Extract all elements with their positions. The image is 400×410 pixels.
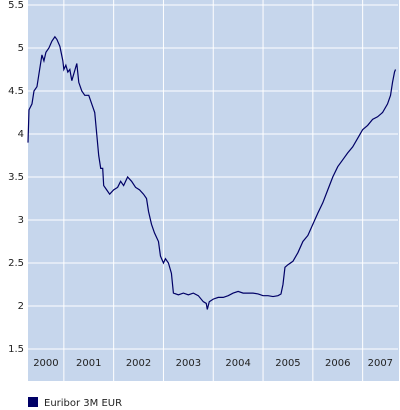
x-tick-label: 2003: [176, 358, 201, 369]
y-tick-label: 1.5: [8, 344, 24, 355]
y-tick-label: 2.5: [8, 258, 24, 269]
y-tick-label: 5.5: [8, 0, 24, 11]
y-tick-label: 2: [18, 301, 24, 312]
y-tick-label: 4.5: [8, 86, 24, 97]
y-tick-label: 3.5: [8, 172, 24, 183]
y-tick-label: 5: [18, 43, 24, 54]
x-tick-label: 2005: [275, 358, 300, 369]
x-tick-label: 2001: [76, 358, 101, 369]
y-tick-label: 4: [18, 129, 24, 140]
x-tick-label: 2007: [368, 358, 393, 369]
legend-swatch: [28, 397, 38, 407]
line-series: [27, 35, 397, 310]
x-tick-label: 2004: [225, 358, 250, 369]
legend-label: Euribor 3M EUR: [44, 398, 122, 409]
x-tick-label: 2006: [325, 358, 350, 369]
x-tick-label: 2002: [126, 358, 151, 369]
y-tick-label: 3: [18, 215, 24, 226]
x-tick-label: 2000: [33, 358, 58, 369]
